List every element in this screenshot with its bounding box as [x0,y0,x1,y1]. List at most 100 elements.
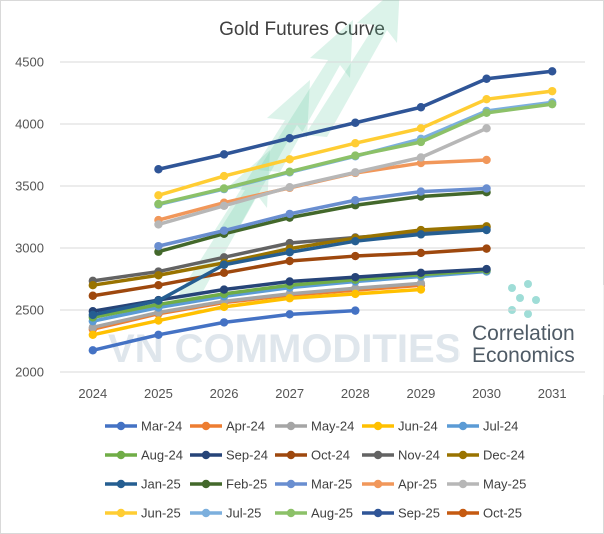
point-dec-24-2024 [88,281,98,290]
x-tick-label-2024: 2024 [78,386,107,401]
point-sep-24-2030 [482,264,491,274]
legend-label-aug-24: Aug-24 [141,448,183,463]
series-may-25 [154,124,491,229]
legend-swatch-marker-jun-24 [373,421,383,431]
legend-label-may-24: May-24 [311,419,354,434]
y-tick-label-3500: 3500 [15,179,44,194]
y-tick-label-4000: 4000 [15,117,44,132]
point-mar-24-2027 [285,310,294,319]
point-aug-25-2031 [547,99,557,109]
legend-label-sep-24: Sep-24 [226,448,268,463]
legend-item-mar-25: Mar-25 [275,477,352,492]
point-aug-25-2026 [219,184,229,193]
legend-label-jan-25: Jan-25 [141,477,181,492]
point-mar-25-2028 [351,196,360,205]
legend-swatch-marker-apr-25 [373,479,383,489]
legend-item-sep-25: Sep-25 [362,506,440,521]
legend-label-jun-24: Jun-24 [398,419,438,434]
point-mar-24-2026 [219,318,229,327]
legend-label-mar-24: Mar-24 [141,419,182,434]
legend-item-mar-24: Mar-24 [105,419,182,434]
series-line-jun-24 [91,287,423,337]
watermark-logo-node-1 [508,284,516,292]
legend-swatch-marker-may-24 [286,421,296,431]
legend-label-jul-25: Jul-25 [226,506,261,521]
legend-label-feb-25: Feb-25 [226,477,267,492]
watermark-arrow-2 [215,80,310,232]
point-oct-24-2028 [351,251,360,261]
legend-label-dec-24: Dec-24 [483,448,525,463]
x-tick-label-2030: 2030 [472,386,501,401]
point-jan-25-2025 [154,296,163,305]
legend-item-aug-25: Aug-25 [275,506,353,521]
legend-item-jun-24: Jun-24 [362,419,438,434]
series-sep-25 [154,67,557,174]
legend-item-may-24: May-24 [275,419,354,434]
point-may-24-2024 [88,323,98,332]
legend-swatch-marker-aug-25 [286,508,296,518]
legend-swatch-marker-jan-25 [116,479,126,489]
legend-swatch-marker-jul-25 [201,508,211,518]
point-sep-25-2029 [416,103,426,112]
chart-title: Gold Futures Curve [219,19,385,40]
point-mar-25-2025 [154,241,163,251]
point-oct-24-2027 [285,256,294,266]
series-line-may-24 [91,281,423,330]
series-mar-24 [88,306,360,355]
point-apr-25-2030 [482,155,491,165]
legend-swatch-marker-may-25 [458,479,468,489]
y-tick-label-4500: 4500 [15,55,44,70]
point-may-25-2028 [351,168,360,177]
point-may-25-2029 [416,153,426,162]
point-sep-24-2026 [219,285,229,294]
legend-swatch-marker-nov-24 [373,450,383,460]
legend-label-apr-25: Apr-25 [398,477,437,492]
x-tick-label-2026: 2026 [210,386,239,401]
point-may-25-2027 [285,183,294,192]
legend-swatch-marker-jun-25 [116,508,126,518]
point-may-24-2029 [416,279,426,288]
point-jun-24-2027 [285,294,294,303]
legend-item-apr-25: Apr-25 [362,477,437,492]
point-may-25-2026 [219,201,229,211]
point-jun-24-2029 [416,285,426,294]
watermark-logo-node-3 [516,294,524,302]
legend-swatch-marker-dec-24 [458,450,468,460]
legend-label-aug-25: Aug-25 [311,506,353,521]
point-dec-24-2025 [154,271,163,280]
point-jun-25-2028 [351,139,360,148]
point-jan-25-2028 [351,236,360,246]
point-jun-25-2030 [482,95,491,104]
watermark-logo-node-2 [524,280,532,288]
point-mar-25-2026 [219,226,229,235]
series-jun-25 [154,86,557,200]
legend-item-oct-24: Oct-24 [275,448,350,463]
point-jun-25-2029 [416,124,426,133]
point-may-25-2025 [154,220,163,229]
legend-label-mar-25: Mar-25 [311,477,352,492]
x-tick-label-2029: 2029 [406,386,435,401]
point-sep-25-2028 [351,118,360,127]
point-jun-24-2026 [219,302,229,312]
legend-label-may-25: May-25 [483,477,526,492]
legend-swatch-marker-aug-24 [116,450,126,460]
legend-label-sep-25: Sep-25 [398,506,440,521]
point-mar-24-2024 [88,346,98,355]
legend-label-apr-24: Apr-24 [226,419,265,434]
series-line-may-25 [156,126,489,227]
y-tick-label-3000: 3000 [15,241,44,256]
series-aug-25 [154,99,557,209]
legend-item-nov-24: Nov-24 [362,448,440,463]
point-may-25-2030 [482,124,491,133]
point-jan-25-2024 [88,310,98,320]
x-tick-label-2027: 2027 [275,386,304,401]
point-jun-25-2025 [154,191,163,200]
point-sep-25-2027 [285,134,294,143]
y-tick-label-2000: 2000 [15,365,44,380]
point-jan-25-2026 [219,260,229,269]
series-oct-24 [88,244,491,300]
point-aug-25-2025 [154,199,163,209]
legend-swatch-marker-mar-25 [286,479,296,489]
axes: 2000 2500 3000 3500 4000 4500 2024 2025 2026 2027… [15,55,567,402]
